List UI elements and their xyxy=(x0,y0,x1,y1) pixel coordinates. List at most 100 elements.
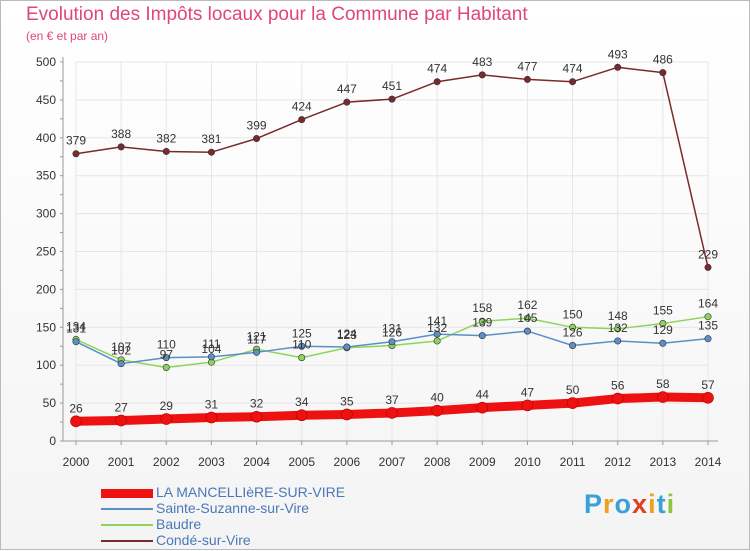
logo-letter: r xyxy=(603,489,615,519)
legend-label-conde: Condé-sur-Vire xyxy=(156,532,251,548)
y-tick-label: 200 xyxy=(36,282,56,296)
x-tick-label: 2006 xyxy=(334,455,361,469)
logo-letter: x xyxy=(632,489,649,519)
data-label: 124 xyxy=(337,327,357,341)
data-point xyxy=(343,98,351,106)
data-point xyxy=(431,404,443,417)
data-point xyxy=(478,332,486,340)
x-tick-label: 2004 xyxy=(243,455,270,469)
data-point xyxy=(702,391,714,404)
data-label: 474 xyxy=(563,62,583,76)
data-point xyxy=(162,363,170,371)
data-label: 31 xyxy=(205,398,219,412)
data-point xyxy=(386,407,398,419)
data-point xyxy=(521,399,534,412)
data-point xyxy=(388,95,396,103)
y-tick-label: 0 xyxy=(49,434,56,448)
data-point xyxy=(298,354,306,362)
data-label: 379 xyxy=(66,134,86,148)
data-point xyxy=(614,325,622,333)
legend-swatch-la-manceliere xyxy=(101,488,153,498)
data-point xyxy=(476,401,489,414)
data-point xyxy=(298,116,306,124)
data-point xyxy=(523,75,531,83)
data-point xyxy=(614,63,622,71)
y-tick-label: 300 xyxy=(36,207,56,221)
data-point xyxy=(704,263,712,271)
data-label: 132 xyxy=(427,321,447,335)
data-label: 29 xyxy=(160,399,174,413)
data-label: 229 xyxy=(698,247,718,261)
data-point xyxy=(295,409,308,422)
data-label: 126 xyxy=(382,325,402,339)
data-label: 58 xyxy=(656,377,670,391)
data-label: 50 xyxy=(566,383,580,397)
data-point xyxy=(569,323,577,331)
x-tick-label: 2005 xyxy=(288,455,315,469)
data-point xyxy=(70,415,82,428)
data-label: 158 xyxy=(472,301,492,315)
data-point xyxy=(433,337,441,345)
data-label: 117 xyxy=(247,332,266,346)
data-point xyxy=(207,148,215,156)
data-point xyxy=(657,391,669,403)
data-point xyxy=(298,342,306,350)
data-point xyxy=(343,343,351,351)
data-point xyxy=(205,411,218,424)
data-label: 47 xyxy=(521,385,535,399)
y-tick-label: 450 xyxy=(36,93,56,107)
data-label: 111 xyxy=(202,337,221,351)
data-point xyxy=(72,150,80,158)
y-tick-label: 50 xyxy=(43,396,57,410)
data-label: 424 xyxy=(292,100,312,114)
chart-subtitle: (en € et par an) xyxy=(26,29,109,43)
data-label: 483 xyxy=(472,55,492,69)
data-label: 44 xyxy=(476,388,490,402)
data-point xyxy=(253,348,261,356)
x-tick-label: 2002 xyxy=(153,455,180,469)
x-tick-label: 2013 xyxy=(650,455,677,469)
y-tick-label: 350 xyxy=(36,169,56,183)
x-tick-label: 2011 xyxy=(560,455,586,469)
data-label: 125 xyxy=(292,326,312,340)
data-label: 27 xyxy=(114,401,128,415)
data-point xyxy=(115,414,127,427)
data-point xyxy=(614,337,622,345)
x-tick-label: 2010 xyxy=(514,455,541,469)
data-point xyxy=(433,330,441,338)
logo-letter: i xyxy=(648,489,657,519)
legend-item-baudre: Baudre xyxy=(101,516,501,533)
data-label: 451 xyxy=(382,79,402,93)
logo-letter: t xyxy=(656,489,667,519)
data-point xyxy=(704,335,712,343)
data-label: 121 xyxy=(247,329,267,343)
data-label: 141 xyxy=(427,314,447,328)
x-tick-label: 2003 xyxy=(198,455,225,469)
data-label: 37 xyxy=(385,393,399,407)
y-tick-label: 250 xyxy=(36,245,56,259)
data-label: 34 xyxy=(295,395,309,409)
data-label: 97 xyxy=(160,347,174,361)
logo-letter: P xyxy=(584,489,604,519)
data-point xyxy=(433,78,441,86)
data-point xyxy=(478,71,486,79)
x-tick-label: 2001 xyxy=(108,455,135,469)
data-point xyxy=(388,338,396,346)
data-labels: 379 388 382 381 399 424 447 451 474 483 477 474 493 4… xyxy=(66,47,718,415)
legend-item-conde: Condé-sur-Vire xyxy=(101,532,501,549)
data-label: 162 xyxy=(517,298,537,312)
data-label: 131 xyxy=(382,322,402,336)
data-label: 26 xyxy=(69,401,83,415)
data-label: 107 xyxy=(111,340,131,354)
legend-swatch-conde xyxy=(101,540,153,542)
x-tick-label: 2014 xyxy=(695,455,722,469)
logo-letter: o xyxy=(614,489,633,519)
data-label: 35 xyxy=(340,394,354,408)
data-label: 474 xyxy=(427,62,447,76)
x-tick-label: 2012 xyxy=(604,455,631,469)
x-tick-label: 2009 xyxy=(469,455,496,469)
data-point xyxy=(341,408,353,421)
data-point xyxy=(611,392,624,405)
legend: LA MANCELLIèRE-SUR-VIRE Sainte-Suzanne-s… xyxy=(101,484,501,549)
